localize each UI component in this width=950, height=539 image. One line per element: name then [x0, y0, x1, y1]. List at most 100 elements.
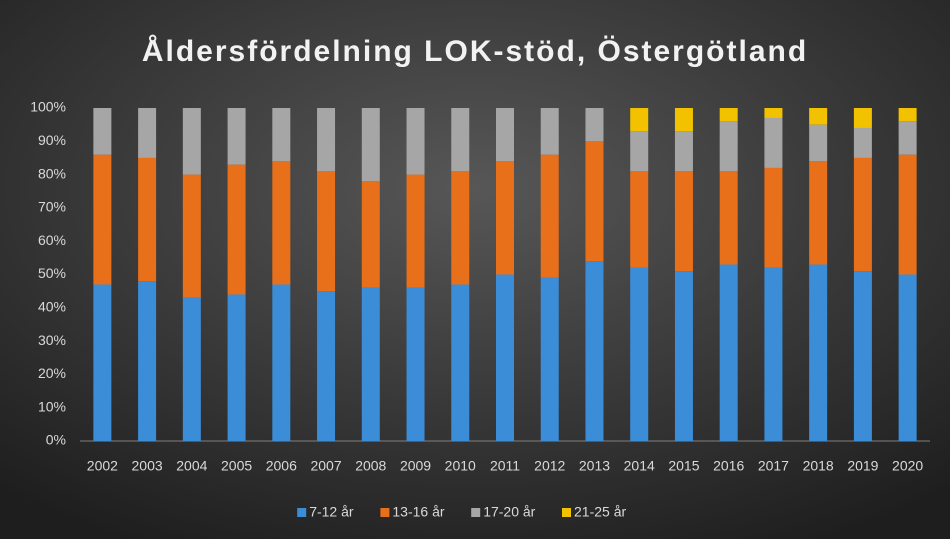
bar-segment	[674, 131, 693, 172]
x-tick-label: 2019	[847, 458, 878, 474]
bar-segment	[630, 131, 649, 172]
x-tick-label: 2011	[490, 458, 520, 474]
bar-segment	[93, 284, 112, 441]
bar-segment	[674, 171, 693, 272]
y-tick-label: 20%	[38, 365, 66, 381]
bar-segment	[719, 171, 738, 265]
bar-segment	[809, 108, 828, 125]
bar-segment	[227, 164, 246, 295]
x-tick-label: 2015	[668, 458, 699, 474]
x-tick-label: 2016	[713, 458, 744, 474]
bar-segment	[764, 267, 783, 441]
y-tick-label: 30%	[38, 332, 66, 348]
bar-segment	[719, 108, 738, 122]
bar-segment	[138, 281, 157, 441]
bar-segment	[809, 124, 828, 162]
bar-segment	[406, 287, 425, 441]
x-tick-label: 2014	[624, 458, 655, 474]
x-tick-label: 2010	[445, 458, 476, 474]
chart-title: Åldersfördelning LOK-stöd, Östergötland	[142, 35, 808, 68]
bar-segment	[317, 291, 336, 441]
legend-label: 17-20 år	[483, 504, 535, 520]
bar-segment	[496, 274, 514, 441]
bar-segment	[898, 121, 917, 155]
bar-segment	[361, 108, 380, 182]
y-tick-label: 60%	[38, 232, 66, 248]
bar-segment	[809, 161, 828, 265]
bar-segment	[496, 108, 514, 162]
bar-segment	[540, 277, 559, 441]
bar-segment	[898, 154, 917, 275]
legend-marker	[380, 508, 390, 517]
bar-segment	[719, 264, 738, 441]
x-tick-label: 2020	[892, 458, 923, 474]
bar-segment	[898, 108, 917, 122]
x-tick-label: 2007	[310, 458, 341, 474]
bar-segment	[585, 108, 604, 142]
bar-segment	[361, 181, 380, 288]
x-tick-label: 2006	[266, 458, 297, 474]
y-tick-label: 80%	[38, 165, 66, 181]
legend-marker	[562, 508, 571, 517]
x-tick-label: 2018	[803, 458, 834, 474]
bar-segment	[540, 154, 559, 278]
legend-marker	[471, 508, 481, 517]
bar-segment	[93, 154, 112, 285]
bar-segment	[764, 108, 783, 118]
bar-segment	[451, 284, 470, 441]
bar-segment	[272, 284, 291, 441]
legend-marker	[297, 508, 307, 517]
bar-segment	[138, 157, 157, 282]
bar-segment	[451, 171, 470, 285]
y-tick-label: 100%	[30, 99, 66, 115]
bar-segment	[585, 141, 604, 262]
x-tick-label: 2005	[221, 458, 252, 474]
bar-segment	[406, 174, 425, 288]
y-tick-label: 40%	[38, 299, 66, 315]
bar-segment	[451, 108, 470, 172]
bar-segment	[317, 171, 336, 292]
bar-segment	[182, 174, 201, 298]
bar-segment	[674, 271, 693, 441]
legend-label: 7-12 år	[309, 504, 354, 520]
bar-segment	[317, 108, 336, 172]
bar-segment	[898, 274, 917, 441]
legend-label: 13-16 år	[392, 504, 444, 520]
bar-segment	[272, 161, 291, 285]
y-tick-label: 50%	[38, 265, 66, 281]
y-tick-label: 90%	[38, 132, 66, 148]
bar-segment	[182, 297, 201, 441]
bar-segment	[853, 157, 872, 272]
bar-segment	[764, 167, 783, 268]
x-tick-label: 2017	[758, 458, 789, 474]
bar-segment	[227, 294, 246, 441]
bar-segment	[853, 108, 872, 128]
x-tick-label: 2013	[579, 458, 610, 474]
bar-segment	[361, 287, 380, 441]
bar-segment	[853, 271, 872, 441]
bar-segment	[496, 161, 514, 275]
bar-segment	[630, 108, 649, 132]
bar-segment	[853, 127, 872, 158]
x-tick-label: 2002	[87, 458, 118, 474]
y-tick-label: 10%	[38, 398, 66, 414]
bar-segment	[764, 117, 783, 168]
y-tick-label: 70%	[38, 199, 66, 215]
bar-segment	[674, 108, 693, 132]
bar-segment	[809, 264, 828, 441]
x-tick-label: 2003	[132, 458, 163, 474]
x-tick-label: 2009	[400, 458, 431, 474]
x-tick-label: 2012	[534, 458, 565, 474]
bar-segment	[138, 108, 157, 158]
bar-segment	[630, 267, 649, 441]
bar-segment	[227, 108, 246, 165]
x-tick-label: 2008	[355, 458, 386, 474]
bar-segment	[630, 171, 649, 268]
bar-segment	[93, 108, 112, 155]
bar-segment	[406, 108, 425, 175]
bar-segment	[585, 261, 604, 441]
legend-label: 21-25 år	[574, 504, 626, 520]
bar-segment	[719, 121, 738, 172]
